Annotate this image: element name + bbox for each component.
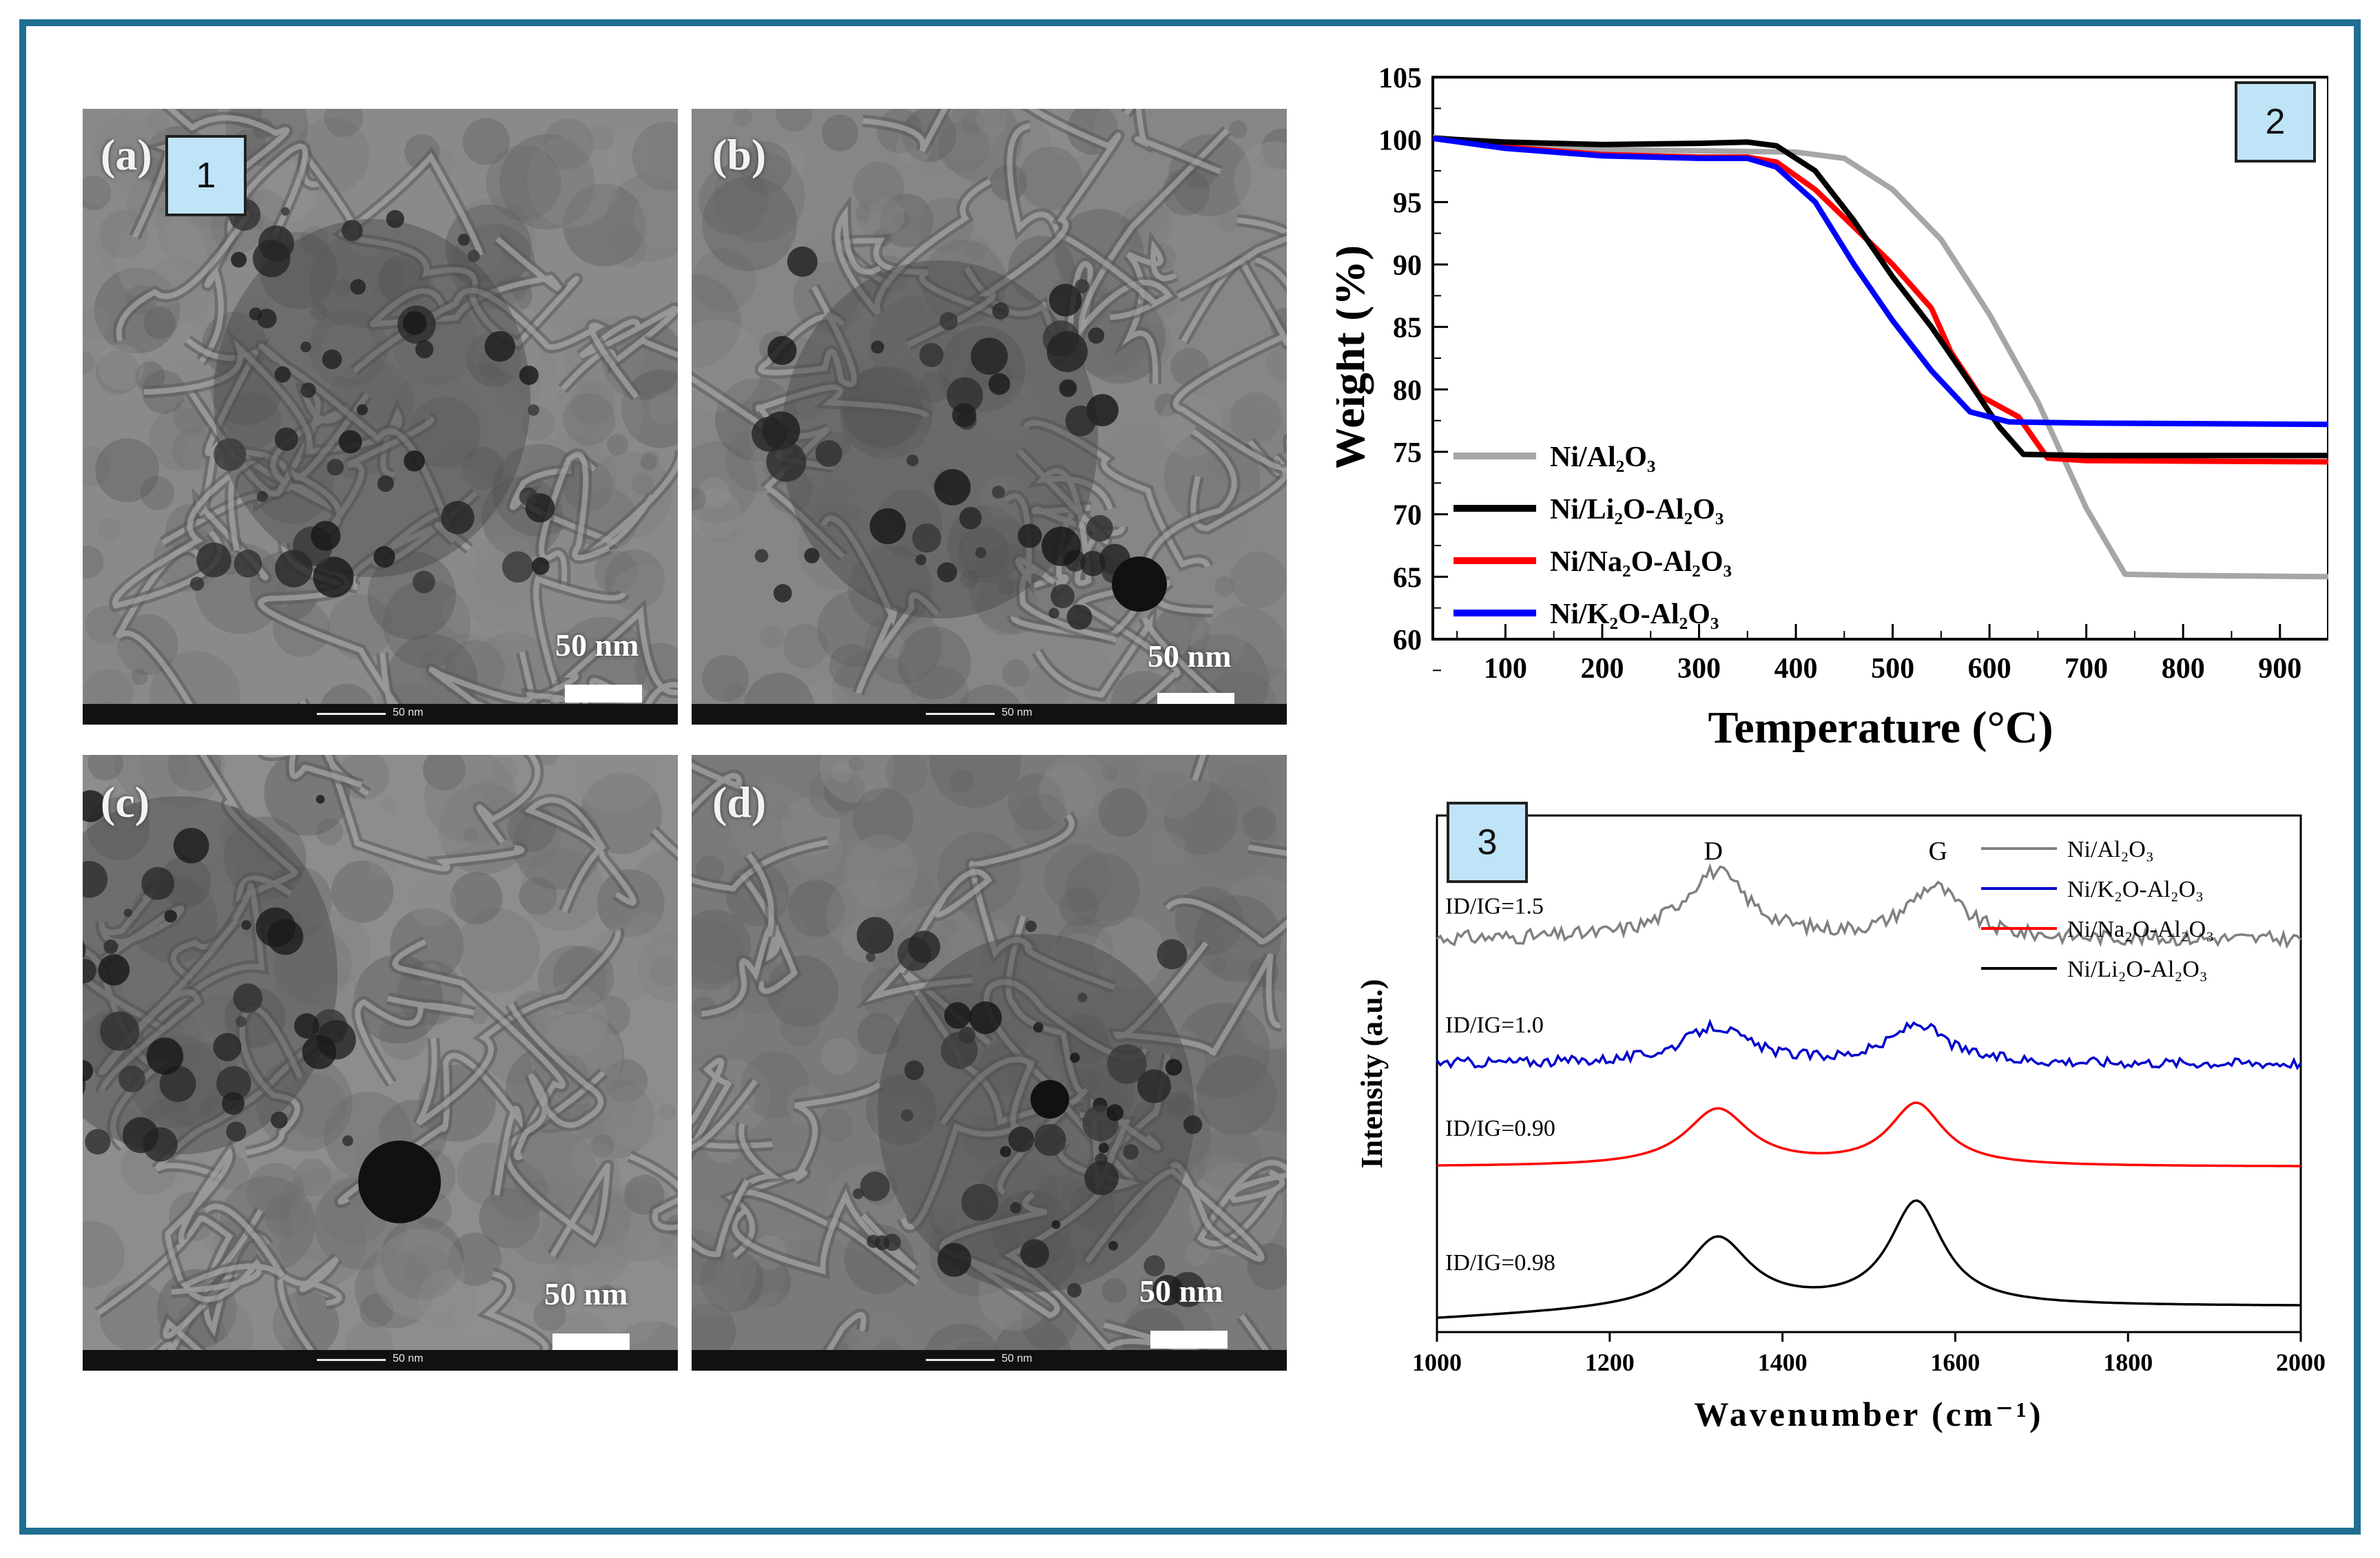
- tem-image-d: [692, 755, 1287, 1371]
- raman-xtick-label: 1000: [1412, 1349, 1462, 1376]
- tga-ytick-label: 95: [1393, 187, 1422, 219]
- scale-bar-c: [552, 1333, 630, 1351]
- scale-text-b: 50 nm: [1148, 638, 1232, 674]
- panel-label-d: (d): [712, 778, 767, 827]
- panel-number-1: 1: [165, 135, 247, 216]
- tem-image-b: [692, 109, 1287, 725]
- tga-xtick-label: 100: [1484, 653, 1527, 685]
- tga-legend-label: Ni/Na₂O-Al₂O₃: [1550, 546, 1732, 578]
- tga-legend-label: Ni/Li₂O-Al₂O₃: [1550, 494, 1724, 526]
- raman-xtick-label: 1800: [2103, 1349, 2153, 1376]
- tga-xtick-label: 300: [1677, 653, 1721, 685]
- tem-info-bar-c: 50 nm: [83, 1350, 678, 1371]
- tem-panel-b: (b) 50 nm 50 nm: [692, 109, 1287, 725]
- panel-label-a: (a): [101, 130, 152, 179]
- panel-label-b: (b): [712, 130, 767, 179]
- tga-ytick-label: 105: [1378, 63, 1422, 94]
- tem-info-bar-d: 50 nm: [692, 1350, 1287, 1371]
- raman-chart: 1000 1200 1400 1600 1800 2000 Wavenumber (cm⁻¹…: [1355, 814, 2326, 1433]
- tem-info-bar-b: 50 nm: [692, 704, 1287, 725]
- tga-ytick-label: 90: [1393, 250, 1422, 282]
- tga-xtick-label: 600: [1968, 653, 2011, 685]
- tga-xtick-label: 900: [2258, 653, 2301, 685]
- raman-ylabel: Intensity (a.u.): [1355, 979, 1389, 1168]
- scale-bar-d: [1150, 1331, 1228, 1349]
- tga-legend-label: Ni/Al₂O₃: [1550, 442, 1656, 473]
- raman-xtick-label: 1600: [1930, 1349, 1980, 1376]
- tga-ytick-label: 85: [1393, 313, 1422, 344]
- panel-number-2: 2: [2235, 81, 2316, 163]
- tga-ytick-label: 75: [1393, 437, 1422, 469]
- raman-peak-label: G: [1929, 837, 1947, 866]
- tem-panel-c: (c) 50 nm 50 nm: [83, 755, 678, 1371]
- raman-xtick-label: 1400: [1758, 1349, 1808, 1376]
- panel-number-3: 3: [1447, 802, 1528, 883]
- raman-legend-label: Ni/Al₂O₃: [2067, 837, 2154, 862]
- tga-ytick-label: 70: [1393, 500, 1422, 532]
- raman-series-line-1: [1436, 1018, 2302, 1070]
- tga-legend-label: Ni/K₂O-Al₂O₃: [1550, 599, 1719, 630]
- raman-ratio-label: ID/IG=1.5: [1445, 894, 1544, 920]
- raman-ratio-label: ID/IG=0.90: [1445, 1116, 1555, 1141]
- raman-series-line-2: [1437, 1101, 2301, 1167]
- tga-xtick-label: 800: [2162, 653, 2205, 685]
- raman-legend-label: Ni/K₂O-Al₂O₃: [2067, 877, 2204, 902]
- tga-ytick-label: 60: [1393, 625, 1422, 656]
- tga-ylabel: Weight (%): [1336, 245, 1374, 471]
- tga-ytick-label: 65: [1393, 562, 1422, 594]
- raman-plot-area: [1436, 814, 2302, 1333]
- scale-bar-a: [565, 685, 642, 703]
- scale-text-d: 50 nm: [1139, 1274, 1223, 1309]
- tga-series-line-0: [1432, 134, 2328, 580]
- scale-text-c: 50 nm: [544, 1276, 628, 1311]
- tga-plot-area: [1431, 76, 2328, 641]
- raman-xtick-label: 2000: [2276, 1349, 2326, 1376]
- raman-ratio-label: ID/IG=0.98: [1445, 1250, 1555, 1276]
- tem-image-a: [83, 109, 678, 725]
- raman-xtick-label: 1200: [1585, 1349, 1635, 1376]
- raman-xlabel: Wavenumber (cm⁻¹): [1694, 1395, 2043, 1433]
- raman-peak-label: D: [1704, 837, 1723, 866]
- tga-xtick-label: 700: [2065, 653, 2108, 685]
- raman-legend-label: Ni/Li₂O-Al₂O₃: [2067, 957, 2208, 982]
- raman-series-line-0: [1436, 862, 2302, 949]
- tga-ytick-label: 80: [1393, 375, 1422, 406]
- tga-chart: 60 65 70 75 80 85 90 95 100 105 100 200 300 400 500 600…: [1336, 63, 2328, 753]
- tga-xtick-label: 200: [1580, 653, 1624, 685]
- raman-legend-label: Ni/Na₂O-Al₂O₃: [2067, 917, 2214, 942]
- tem-panel-d: (d) 50 nm 50 nm: [692, 755, 1287, 1371]
- panel-label-c: (c): [101, 778, 150, 827]
- tga-xlabel: Temperature (°C): [1708, 703, 2053, 753]
- tga-series-line-1: [1432, 135, 2328, 459]
- tem-info-bar-a: 50 nm: [83, 704, 678, 725]
- tga-xtick-label: 400: [1774, 653, 1818, 685]
- tga-xtick-label: 500: [1871, 653, 1914, 685]
- tga-series-line-3: [1432, 135, 2328, 428]
- tga-ytick-label: 100: [1378, 125, 1422, 157]
- raman-series-line-3: [1436, 1199, 2301, 1319]
- scale-text-a: 50 nm: [555, 627, 639, 663]
- raman-ratio-label: ID/IG=1.0: [1445, 1012, 1544, 1038]
